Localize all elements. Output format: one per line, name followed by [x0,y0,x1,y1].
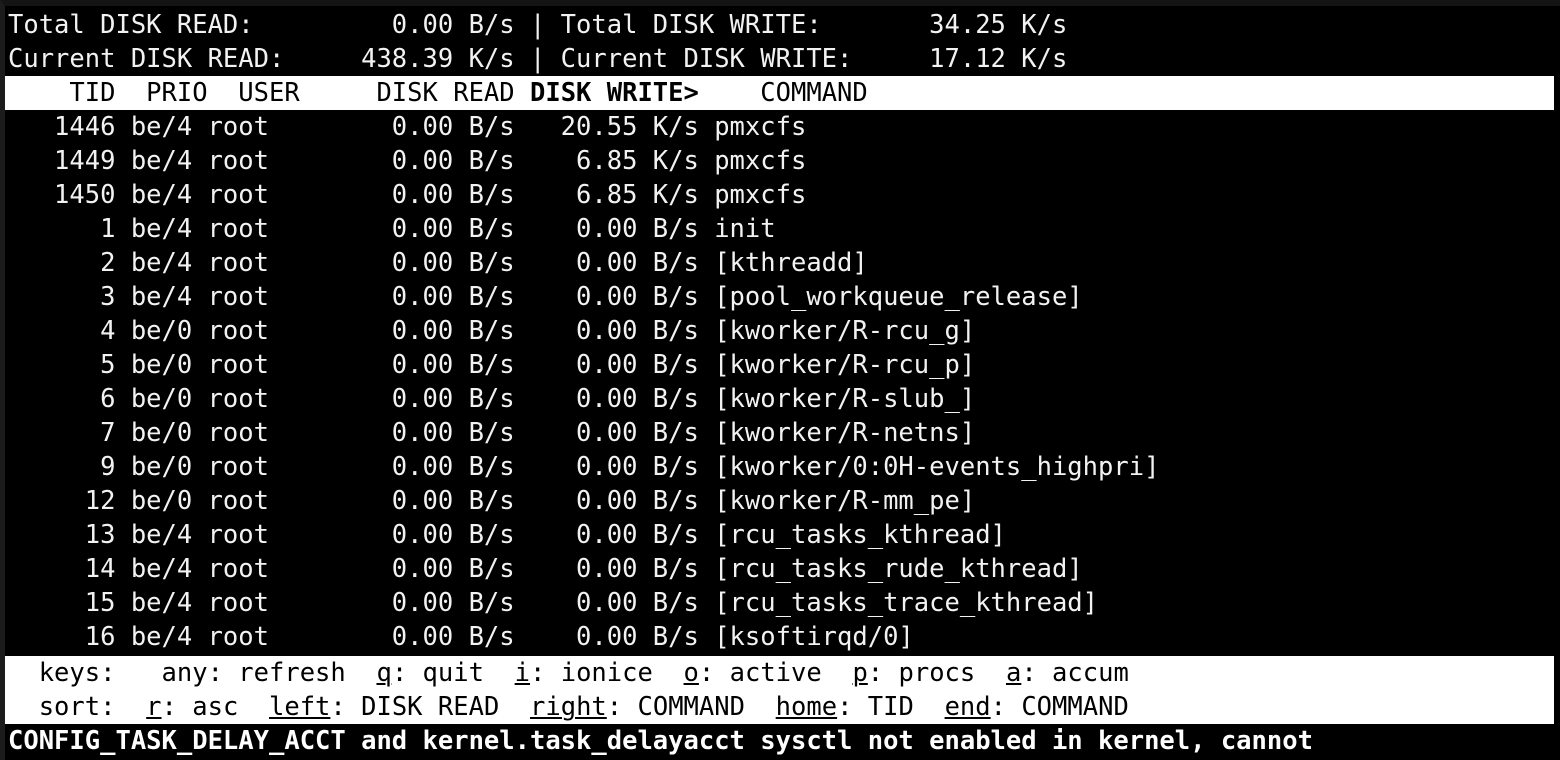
hotkey-sort-left[interactable]: left [269,692,331,722]
hotkey-accum[interactable]: a [1005,658,1022,688]
footer-sort-text-right: : COMMAND [606,692,776,722]
summary-line-current: Current DISK READ: 438.39 K/s | Current … [5,42,1560,76]
table-row[interactable]: 1449 be/4 root 0.00 B/s 6.85 K/s pmxcfs [5,144,1560,178]
hotkey-active[interactable]: o [683,658,699,688]
table-row[interactable]: 1446 be/4 root 0.00 B/s 20.55 K/s pmxcfs [5,110,1560,144]
hotkey-sort-asc[interactable]: r [146,692,162,722]
hotkey-sort-right[interactable]: right [530,692,607,722]
column-header-command: COMMAND [698,78,868,108]
hotkey-quit[interactable]: q [376,658,392,688]
hotkey-procs[interactable]: p [852,658,868,688]
table-row[interactable]: 4 be/0 root 0.00 B/s 0.00 B/s [kworker/R… [5,314,1560,348]
hotkey-ionice[interactable]: i [514,658,531,688]
footer-sort-line: sort: r: asc left: DISK READ right: COMM… [5,690,1554,724]
table-column-header[interactable]: TID PRIO USER DISK READ DISK WRITE> COMM… [5,76,1554,110]
footer-sort-text-home: : TID [837,692,945,722]
table-row[interactable]: 14 be/4 root 0.00 B/s 0.00 B/s [rcu_task… [5,552,1560,586]
table-row[interactable]: 12 be/0 root 0.00 B/s 0.00 B/s [kworker/… [5,484,1560,518]
column-header-left: TID PRIO USER DISK READ [8,78,530,108]
table-row[interactable]: 3 be/4 root 0.00 B/s 0.00 B/s [pool_work… [5,280,1560,314]
table-row[interactable]: 7 be/0 root 0.00 B/s 0.00 B/s [kworker/R… [5,416,1560,450]
process-table: 1446 be/4 root 0.00 B/s 20.55 K/s pmxcfs… [5,110,1560,654]
footer-keys-line: keys: any: refresh q: quit i: ionice o: … [5,656,1554,690]
table-row[interactable]: 1450 be/4 root 0.00 B/s 6.85 K/s pmxcfs [5,178,1560,212]
io-summary: Total DISK READ: 0.00 B/s | Total DISK W… [5,6,1560,76]
footer-keys-text-ionice: : ionice [530,658,684,688]
table-row[interactable]: 2 be/4 root 0.00 B/s 0.00 B/s [kthreadd] [5,246,1560,280]
footer-sort-text-left: : DISK READ [330,692,531,722]
hotkey-sort-home[interactable]: home [775,692,838,722]
column-header-sorted[interactable]: DISK WRITE> [529,78,699,108]
footer-sort-label: sort: [8,692,147,722]
hotkey-sort-end[interactable]: end [944,692,991,722]
footer-keys-text-active: : active [698,658,853,688]
kernel-warning-message: CONFIG_TASK_DELAY_ACCT and kernel.task_d… [5,724,1560,758]
table-row[interactable]: 5 be/0 root 0.00 B/s 0.00 B/s [kworker/R… [5,348,1560,382]
footer-sort-text-end: : COMMAND [990,692,1129,722]
table-row[interactable]: 13 be/4 root 0.00 B/s 0.00 B/s [rcu_task… [5,518,1560,552]
summary-line-total: Total DISK READ: 0.00 B/s | Total DISK W… [5,8,1560,42]
footer-sort-text-asc: : asc [161,692,269,722]
footer-keys-text-accum: : accum [1021,658,1129,688]
table-row[interactable]: 16 be/4 root 0.00 B/s 0.00 B/s [ksoftirq… [5,620,1560,654]
table-row[interactable]: 1 be/4 root 0.00 B/s 0.00 B/s init [5,212,1560,246]
table-row[interactable]: 15 be/4 root 0.00 B/s 0.00 B/s [rcu_task… [5,586,1560,620]
footer-keys-text-procs: : procs [867,658,1006,688]
footer-help: keys: any: refresh q: quit i: ionice o: … [5,656,1560,724]
footer-keys-label: keys: any: refresh [8,658,377,688]
table-row[interactable]: 6 be/0 root 0.00 B/s 0.00 B/s [kworker/R… [5,382,1560,416]
footer-keys-text-quit: : quit [391,658,515,688]
table-row[interactable]: 9 be/0 root 0.00 B/s 0.00 B/s [kworker/0… [5,450,1560,484]
